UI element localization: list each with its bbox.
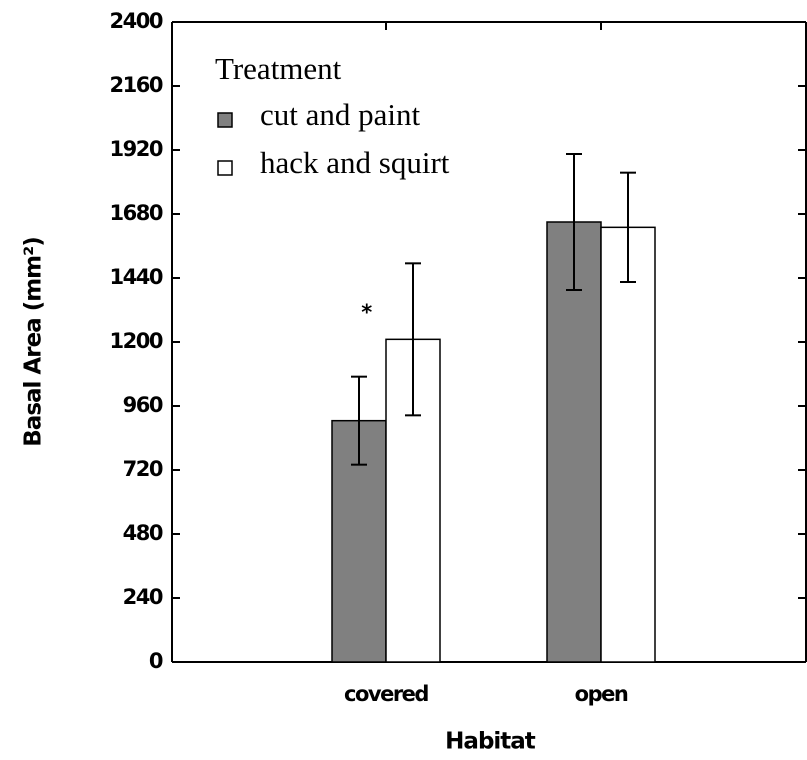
y-tick-label: 0 [149, 649, 163, 673]
legend-label: hack and squirt [260, 145, 450, 180]
bar [546, 221, 602, 663]
y-tick-label: 2400 [110, 9, 163, 33]
y-tick-label: 1680 [110, 201, 163, 225]
y-axis-title: Basal Area (mm²) [21, 237, 47, 446]
y-tick-label: 1200 [110, 329, 163, 353]
y-tick-label: 240 [123, 585, 163, 609]
legend-title: Treatment [215, 51, 342, 86]
y-tick-label: 720 [123, 457, 163, 481]
y-tick-label: 2160 [110, 73, 163, 97]
bar [600, 226, 656, 663]
y-tick-label: 480 [123, 521, 163, 545]
legend-label: cut and paint [260, 97, 421, 132]
y-tick-label: 960 [123, 393, 163, 417]
x-axis-title: Habitat [445, 729, 536, 755]
legend-swatch [217, 160, 233, 176]
x-tick-label: open [575, 682, 628, 706]
x-tick-label: covered [344, 682, 428, 706]
y-tick-label: 1440 [110, 265, 163, 289]
y-tick-label: 1920 [110, 137, 163, 161]
annotation: * [361, 300, 372, 324]
legend-swatch [217, 112, 233, 128]
